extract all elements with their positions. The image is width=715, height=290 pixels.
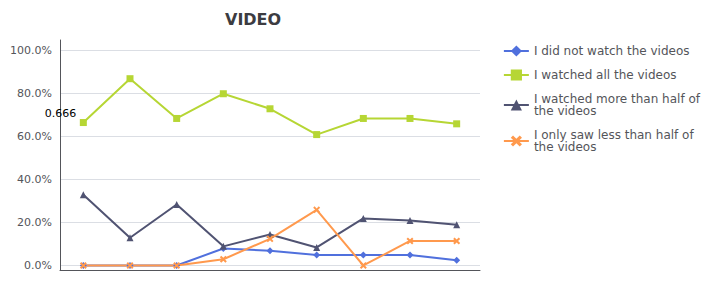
svg-text:0.0%: 0.0% bbox=[24, 259, 52, 272]
svg-text:60.0%: 60.0% bbox=[17, 130, 52, 143]
svg-text:I did not watch the videos: I did not watch the videos bbox=[534, 44, 690, 58]
svg-text:the videos: the videos bbox=[534, 104, 597, 118]
svg-text:the videos: the videos bbox=[534, 140, 597, 154]
svg-text:40.0%: 40.0% bbox=[17, 173, 52, 186]
svg-text:I watched all the videos: I watched all the videos bbox=[534, 68, 677, 82]
svg-text:I watched more than half of: I watched more than half of bbox=[533, 92, 700, 106]
svg-text:0.666: 0.666 bbox=[45, 107, 77, 120]
svg-text:20.0%: 20.0% bbox=[17, 216, 52, 229]
svg-text:I only saw less than half of: I only saw less than half of bbox=[533, 128, 694, 142]
svg-text:VIDEO: VIDEO bbox=[225, 10, 281, 29]
svg-text:80.0%: 80.0% bbox=[17, 87, 52, 100]
svg-text:100.0%: 100.0% bbox=[10, 44, 52, 57]
